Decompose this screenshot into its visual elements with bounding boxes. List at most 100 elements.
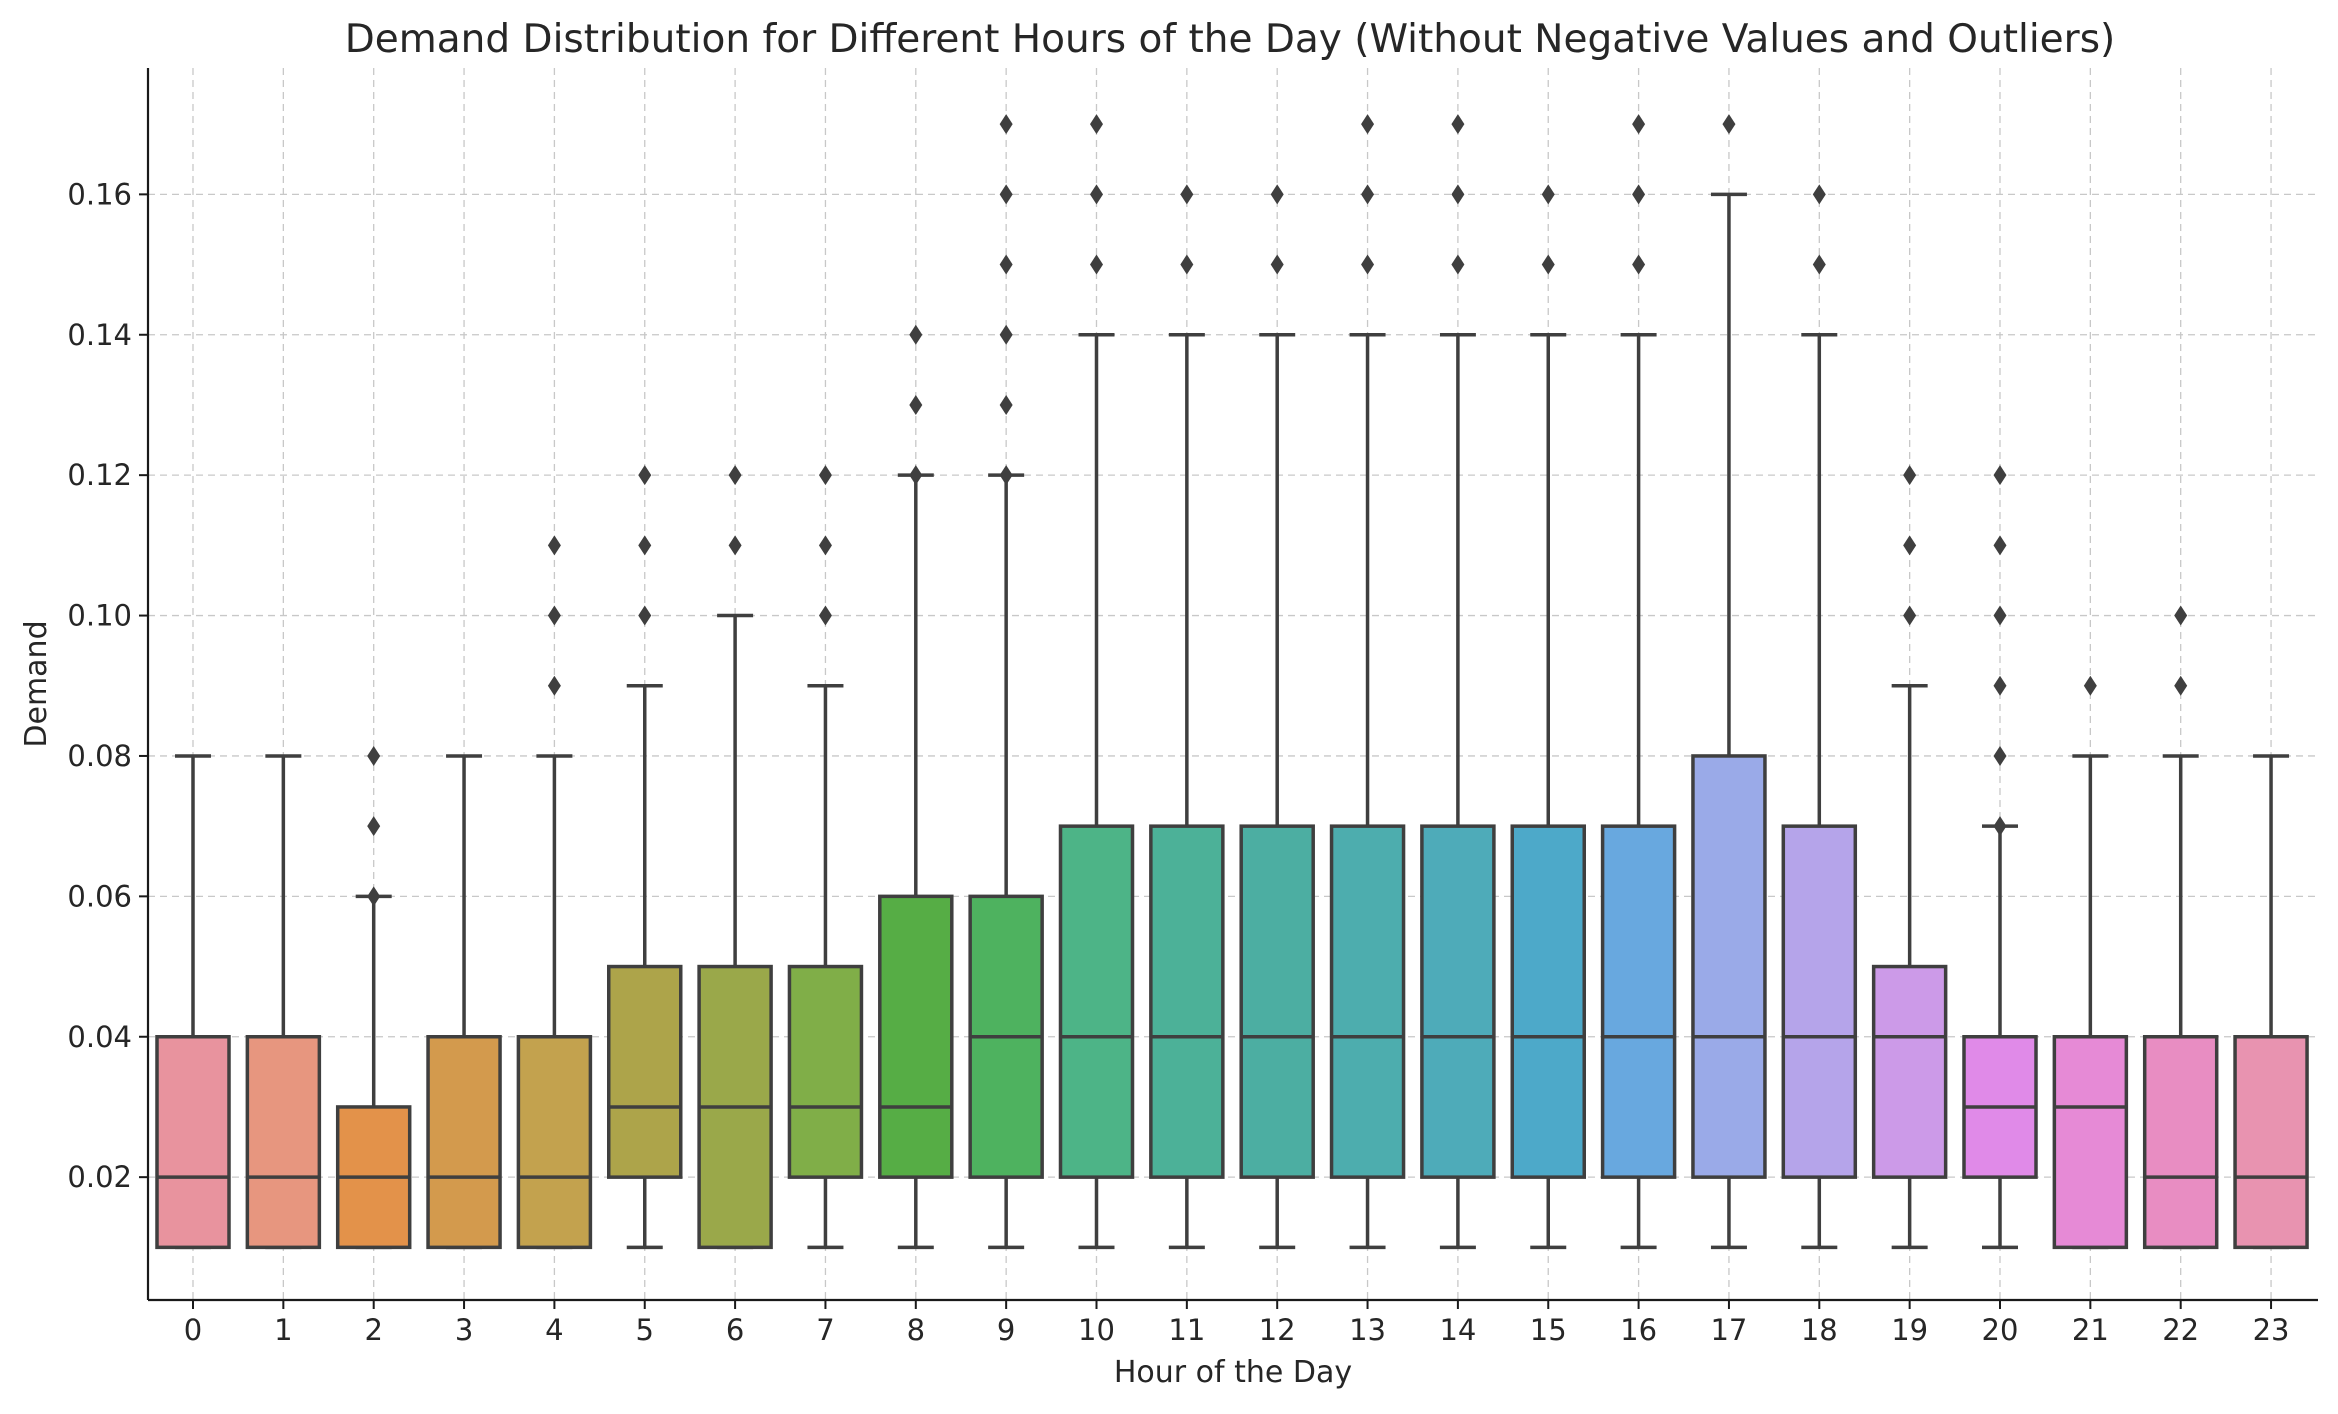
box-hour-11 <box>1149 333 1225 1250</box>
outlier-marker <box>1090 184 1103 205</box>
box-hour-5 <box>607 684 683 1250</box>
outlier-marker <box>1993 745 2007 766</box>
x-tick-label: 18 <box>1801 1313 1838 1347</box>
x-tick-label: 7 <box>816 1313 834 1347</box>
box-body <box>1149 824 1225 1179</box>
outlier-marker <box>1903 535 1917 556</box>
box-hour-21 <box>2052 754 2129 1250</box>
x-tick-label: 22 <box>2162 1313 2199 1347</box>
x-tick-label: 20 <box>1982 1313 2019 1347</box>
outlier-marker <box>1903 605 1917 626</box>
y-axis-ticks: 0.02 0.04 0.06 0.08 0.10 0.12 0.14 0.16 <box>67 177 148 1194</box>
box-body <box>1781 824 1858 1179</box>
x-tick-label: 19 <box>1891 1313 1928 1347</box>
outlier-marker <box>638 535 652 556</box>
box-body <box>1510 824 1586 1179</box>
x-tick-label: 17 <box>1710 1313 1747 1347</box>
outlier-marker <box>1361 184 1375 205</box>
outlier-marker <box>2083 675 2097 696</box>
box-hour-19 <box>1871 684 1948 1250</box>
outlier-marker <box>2174 675 2188 696</box>
box-body <box>155 1035 231 1250</box>
outlier-marker <box>367 886 381 907</box>
box-body <box>1420 824 1496 1179</box>
box-hour-0 <box>155 754 231 1250</box>
box-hour-1 <box>245 754 322 1250</box>
x-tick-label: 21 <box>2072 1313 2109 1347</box>
box-hour-16 <box>1600 333 1677 1250</box>
outlier-marker <box>909 394 923 415</box>
box-hour-9 <box>968 473 1044 1250</box>
outlier-marker <box>1632 254 1646 275</box>
x-tick-label: 0 <box>184 1313 202 1347</box>
chart-title: Demand Distribution for Different Hours … <box>345 17 2115 62</box>
outlier-marker <box>1451 114 1465 135</box>
outlier-marker <box>1451 254 1465 275</box>
box-plots <box>155 192 2309 1250</box>
x-axis-label: Hour of the Day <box>1114 1355 1352 1390</box>
box-body <box>787 964 864 1179</box>
outlier-marker <box>1270 254 1284 275</box>
box-body <box>426 1035 502 1250</box>
box-body <box>1239 824 1315 1179</box>
outlier-marker <box>1090 114 1103 135</box>
box-hour-22 <box>2142 754 2219 1250</box>
y-tick-label: 0.08 <box>67 739 132 773</box>
outlier-marker <box>367 816 381 837</box>
x-tick-label: 9 <box>997 1313 1015 1347</box>
y-axis-label: Demand <box>19 620 54 747</box>
outlier-marker <box>818 535 832 556</box>
outlier-marker <box>909 465 923 486</box>
box-hour-15 <box>1510 333 1586 1250</box>
outlier-marker <box>999 465 1013 486</box>
y-tick-label: 0.12 <box>67 458 132 492</box>
outlier-marker <box>1270 184 1284 205</box>
box-body <box>1058 824 1135 1179</box>
box-hour-7 <box>787 684 864 1250</box>
box-body <box>878 894 954 1179</box>
x-tick-label: 6 <box>726 1313 744 1347</box>
outlier-marker <box>1451 184 1465 205</box>
outlier-marker <box>909 324 923 345</box>
outlier-marker <box>1812 254 1826 275</box>
outlier-marker <box>367 745 381 766</box>
box-body <box>245 1035 322 1250</box>
box-hour-13 <box>1329 333 1406 1250</box>
y-tick-label: 0.10 <box>67 599 132 633</box>
outlier-marker <box>1180 184 1194 205</box>
outlier-marker <box>547 675 561 696</box>
outlier-marker <box>547 535 561 556</box>
outlier-marker <box>1812 184 1826 205</box>
outlier-marker <box>638 605 652 626</box>
box-hour-18 <box>1781 333 1858 1250</box>
x-tick-label: 3 <box>455 1313 473 1347</box>
box-hour-17 <box>1691 192 1767 1250</box>
box-body <box>1871 964 1948 1179</box>
outlier-marker <box>1903 465 1917 486</box>
outlier-marker <box>638 465 652 486</box>
outlier-marker <box>999 184 1013 205</box>
x-tick-label: 16 <box>1620 1313 1657 1347</box>
outlier-marker <box>728 465 742 486</box>
outlier-marker <box>1993 535 2007 556</box>
x-tick-label: 14 <box>1439 1313 1476 1347</box>
box-hour-4 <box>516 754 593 1250</box>
box-body <box>1329 824 1406 1179</box>
x-tick-label: 8 <box>907 1313 925 1347</box>
outlier-marker <box>999 114 1013 135</box>
x-axis-ticks: 0 1 2 3 4 5 6 7 8 9 10 11 12 13 14 15 16 17 18 19 20 21 22 23 <box>184 1300 2290 1347</box>
box-hour-14 <box>1420 333 1496 1250</box>
outlier-marker <box>999 254 1013 275</box>
x-tick-label: 4 <box>545 1313 563 1347</box>
outlier-marker <box>547 605 561 626</box>
outlier-marker <box>1361 114 1375 135</box>
x-tick-label: 11 <box>1168 1313 1205 1347</box>
outlier-marker <box>999 324 1013 345</box>
box-hour-6 <box>697 613 773 1250</box>
y-tick-label: 0.16 <box>67 177 132 211</box>
outlier-marker <box>1090 254 1103 275</box>
outlier-marker <box>2174 605 2188 626</box>
outlier-marker <box>1993 605 2007 626</box>
outlier-marker <box>1722 114 1736 135</box>
